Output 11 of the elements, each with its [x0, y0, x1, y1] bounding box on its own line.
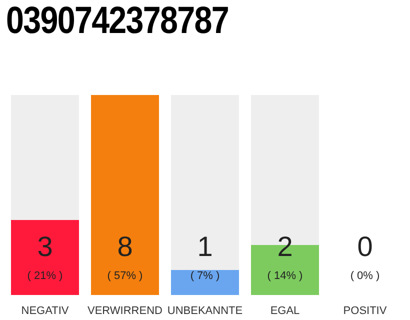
chart-title: 0390742378787	[6, 0, 228, 43]
x-tick-label: EGAL	[270, 305, 300, 317]
x-tick-label: NEGATIV	[21, 305, 70, 317]
x-tick-label: UNBEKANNTE	[167, 305, 243, 317]
data-label: 1 ( 7% )	[190, 231, 220, 282]
data-label: 3 ( 21% )	[27, 231, 63, 282]
x-tick-label: VERWIRREND	[88, 305, 163, 317]
data-label: 8 ( 57% )	[107, 231, 143, 282]
data-label: 0 ( 0% )	[350, 231, 380, 282]
bar	[171, 270, 239, 295]
x-tick-label: POSITIV	[343, 305, 388, 317]
